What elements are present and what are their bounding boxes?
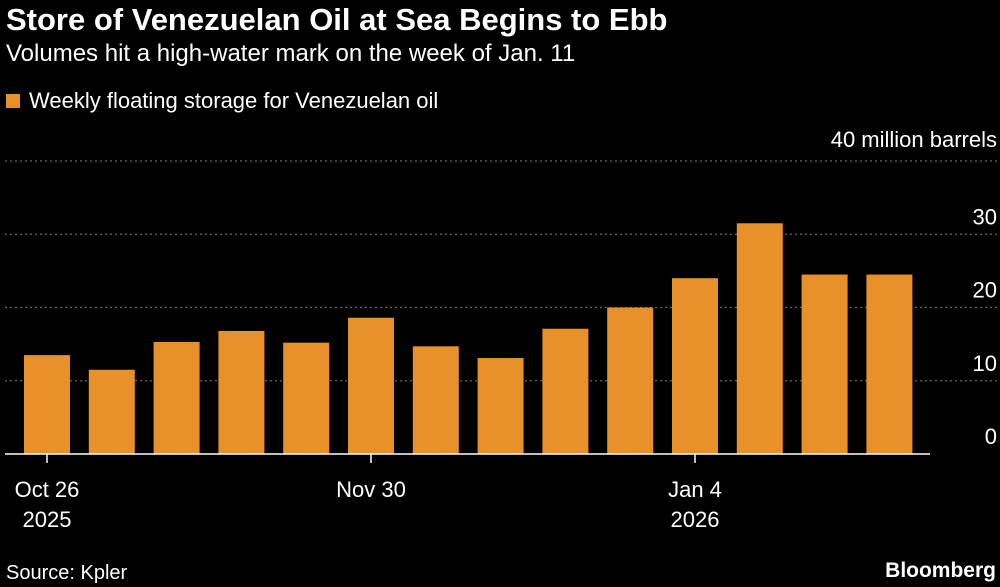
- bar: [607, 307, 654, 454]
- x-tick-year-label: 2026: [671, 507, 720, 532]
- chart-subtitle: Volumes hit a high-water mark on the wee…: [6, 40, 576, 67]
- bar: [801, 274, 848, 454]
- legend-label: Weekly floating storage for Venezuelan o…: [29, 88, 439, 113]
- source-note: Source: Kpler: [6, 562, 128, 584]
- bar: [283, 342, 330, 454]
- x-tick-label: Nov 30: [336, 477, 406, 502]
- y-tick-label: 20: [973, 278, 997, 303]
- legend: Weekly floating storage for Venezuelan o…: [6, 88, 438, 114]
- brand-logo: Bloomberg: [885, 559, 996, 582]
- bar: [348, 317, 394, 454]
- bar: [88, 369, 135, 454]
- x-tick-label: Oct 26: [15, 477, 80, 502]
- y-tick-label: 0: [985, 424, 997, 449]
- x-tick-year-label: 2025: [23, 507, 72, 532]
- legend-swatch: [6, 94, 20, 108]
- y-tick-label: 10: [973, 351, 997, 376]
- bar: [542, 328, 589, 454]
- y-tick-label: 40 million barrels: [831, 127, 997, 152]
- bar: [24, 355, 70, 454]
- bar: [866, 274, 913, 454]
- chart-title: Store of Venezuelan Oil at Sea Begins to…: [6, 2, 668, 37]
- bar: [153, 341, 200, 454]
- bar: [736, 223, 783, 454]
- bar: [218, 330, 265, 454]
- bar: [412, 346, 459, 454]
- x-tick-label: Jan 4: [668, 477, 722, 502]
- bar: [477, 358, 524, 454]
- y-tick-label: 30: [973, 204, 997, 229]
- bar: [672, 278, 718, 454]
